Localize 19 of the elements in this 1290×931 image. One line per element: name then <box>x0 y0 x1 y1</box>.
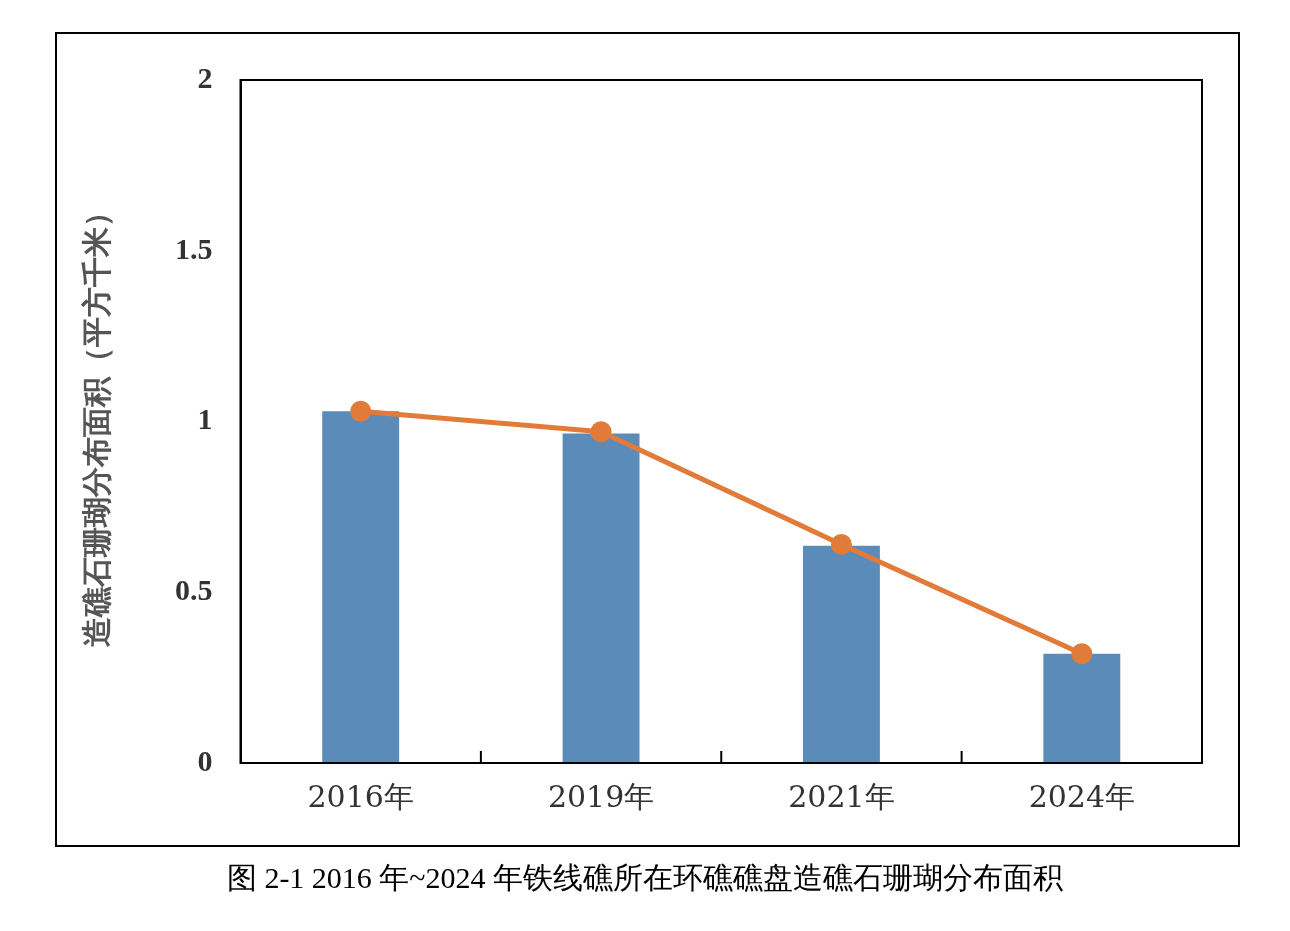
x-tick-label: 2024年 <box>1028 778 1135 814</box>
point <box>590 421 612 443</box>
point <box>1071 643 1093 665</box>
y-axis-title: 造礁石珊瑚分布面积（平方千米） <box>78 196 114 647</box>
point <box>830 533 852 555</box>
x-tick-label: 2016年 <box>307 778 414 814</box>
point <box>350 400 372 422</box>
bar <box>1043 653 1121 763</box>
x-tick-label: 2021年 <box>788 778 895 814</box>
y-tick-label: 2 <box>197 60 213 94</box>
y-tick-label: 0.5 <box>175 573 213 606</box>
y-tick-label: 0 <box>197 743 213 777</box>
y-tick-label: 1 <box>197 402 213 436</box>
bar <box>562 433 640 763</box>
caption: 图 2-1 2016 年~2024 年铁线礁所在环礁礁盘造礁石珊瑚分布面积 <box>225 860 1065 896</box>
bar <box>802 545 880 763</box>
x-tick-label: 2019年 <box>547 778 655 814</box>
y-tick-label: 1.5 <box>175 231 213 265</box>
bar <box>322 411 400 763</box>
